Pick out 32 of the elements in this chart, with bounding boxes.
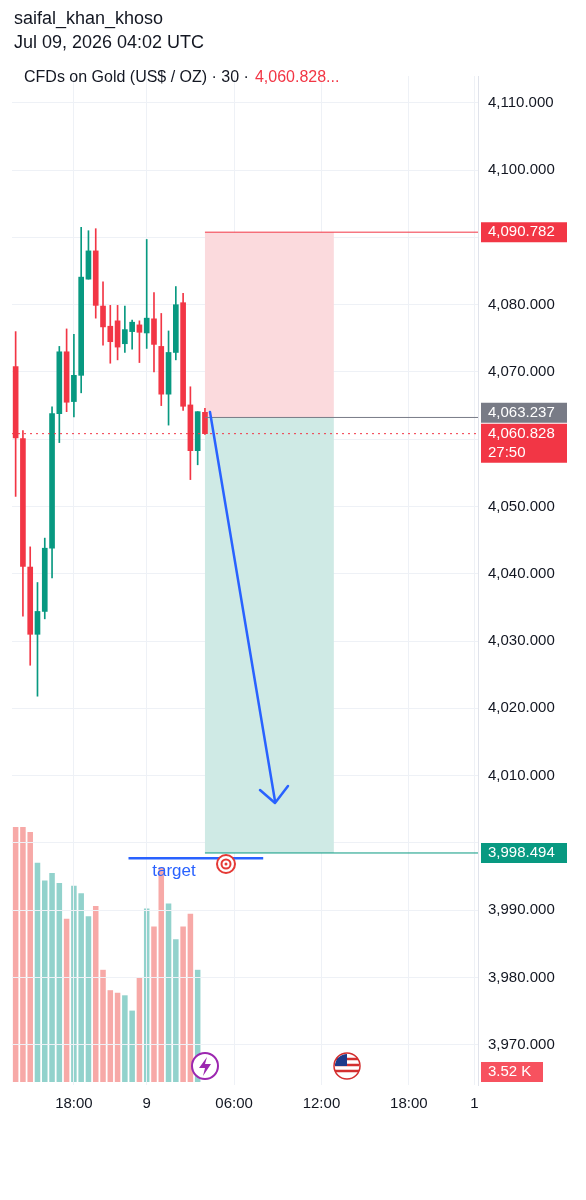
y-tick-label: 4,070.000 (488, 362, 555, 380)
x-tick-label: 18:00 (390, 1094, 428, 1112)
y-tick-label: 3,980.000 (488, 967, 555, 985)
text: 27:50 (488, 442, 526, 460)
x-tick-label: 06:00 (215, 1094, 253, 1112)
y-tick-label: 4,100.000 (488, 160, 555, 178)
ref-line-label: 3,998.494 (488, 843, 555, 861)
annotation: CFDs on Gold (US$ / OZ) · 30 · (24, 68, 249, 85)
y-tick-label: 4,040.000 (488, 563, 555, 581)
text: 3.52 K (488, 1062, 532, 1080)
bar (180, 926, 186, 1082)
chart-title: saifal_khan_khoso (14, 8, 164, 29)
annotation: 4,060.828... (254, 68, 340, 85)
ref-line-label: 4,090.782 (488, 222, 555, 240)
ref-line-label: 4,063.237 (488, 402, 555, 420)
x-tick-label: 18:00 (55, 1094, 93, 1112)
y-tick-label: 4,010.000 (488, 765, 555, 783)
x-tick-label: 1 (470, 1094, 479, 1112)
y-tick-label: 4,020.000 (488, 698, 555, 716)
bar (173, 939, 179, 1082)
y-tick-label: 4,050.000 (488, 496, 555, 514)
y-tick-label: 3,970.000 (488, 1034, 555, 1052)
y-tick-label: 4,110.000 (488, 93, 554, 111)
y-tick-label: 4,080.000 (488, 294, 555, 312)
x-tick-label: 12:00 (302, 1094, 341, 1112)
bar (107, 990, 114, 1082)
ref-line-label: 4,060.828 (488, 423, 555, 441)
ref-line-label: target (152, 861, 197, 880)
y-tick-label: 4,030.000 (488, 631, 555, 649)
x-tick-label: 9 (142, 1094, 151, 1112)
y-tick-label: 3,990.000 (488, 900, 555, 918)
chart-subtitle: Jul 09, 2026 04:02 UTC (14, 32, 205, 53)
